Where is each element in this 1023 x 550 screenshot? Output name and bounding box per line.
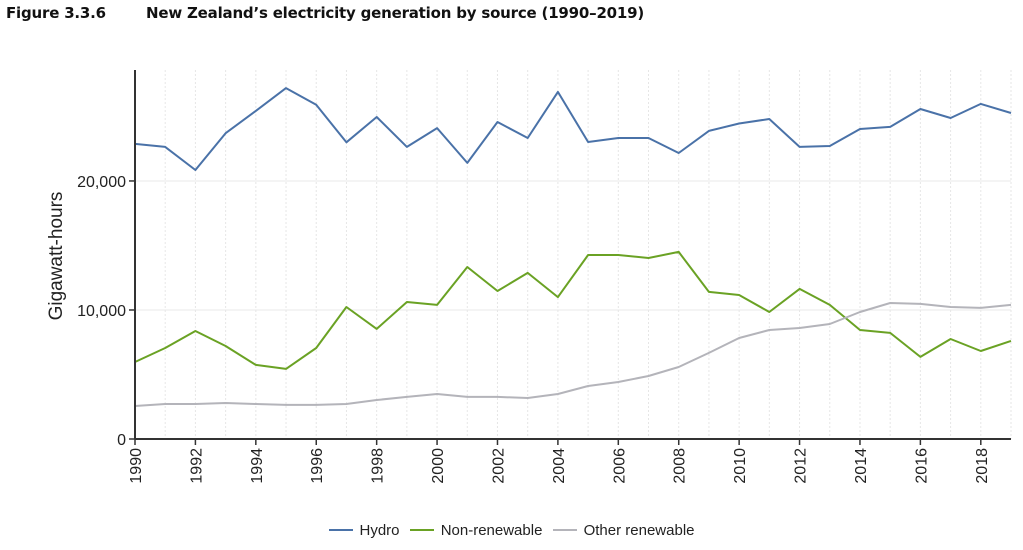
x-tick-label: 2008 — [672, 448, 689, 484]
series-lines — [134, 87, 1012, 407]
legend-label-other-renewable: Other renewable — [583, 521, 695, 539]
legend: Hydro Non-renewable Other renewable — [0, 518, 1023, 539]
figure-number: Figure 3.3.6 — [6, 4, 106, 22]
x-tick-label: 1990 — [128, 448, 145, 484]
x-tick-label: 1992 — [188, 448, 205, 484]
legend-swatch-other-renewable — [552, 529, 577, 531]
line-chart: 0 10,000 20,000 1990 1992 1994 1996 1998 2000 20… — [46, 70, 1012, 484]
x-tick-label: 1998 — [370, 448, 387, 484]
figure-header: Figure 3.3.6 New Zealand’s electricity ge… — [6, 4, 644, 22]
legend-label-hydro: Hydro — [359, 521, 400, 539]
x-tick-label: 2000 — [430, 448, 447, 484]
x-tick-label: 2002 — [490, 448, 507, 484]
y-tick-label: 0 — [117, 432, 126, 449]
y-tick-label: 10,000 — [77, 303, 126, 320]
gridlines — [135, 70, 1012, 439]
x-tick-label: 2010 — [732, 448, 749, 484]
x-tick-label: 2006 — [611, 448, 628, 484]
legend-item-hydro: Hydro — [328, 521, 400, 539]
axes — [134, 70, 1011, 440]
legend-label-non-renewable: Non-renewable — [440, 521, 543, 539]
x-tick-label: 2018 — [974, 448, 991, 484]
x-tick-label: 2016 — [913, 448, 930, 484]
y-axis-title: Gigawatt-hours — [46, 192, 67, 321]
series-line-non-renewable — [134, 250, 1012, 370]
legend-swatch-non-renewable — [409, 529, 434, 531]
x-tick-label: 1994 — [249, 448, 266, 484]
y-tick-label: 20,000 — [77, 174, 126, 191]
series-line-hydro — [134, 87, 1012, 171]
x-tick-label: 2012 — [793, 448, 810, 484]
legend-item-non-renewable: Non-renewable — [409, 521, 543, 539]
x-tick-label: 2004 — [551, 448, 568, 484]
legend-swatch-hydro — [328, 529, 353, 531]
y-axis-ticks: 0 10,000 20,000 — [77, 174, 135, 449]
x-axis-ticks: 1990 1992 1994 1996 1998 2000 2002 2004 2006 2008… — [128, 439, 991, 484]
legend-item-other-renewable: Other renewable — [552, 521, 695, 539]
x-tick-label: 1996 — [309, 448, 326, 484]
series-line-other-renewable — [134, 302, 1012, 407]
x-tick-label: 2014 — [853, 448, 870, 484]
figure-title: New Zealand’s electricity generation by … — [146, 4, 645, 22]
